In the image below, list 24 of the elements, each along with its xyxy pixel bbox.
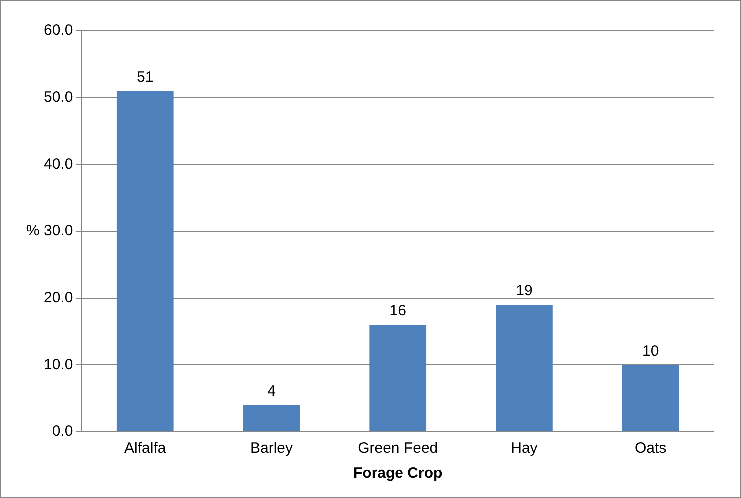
bar [370, 325, 427, 432]
x-tick-label: Oats [634, 440, 667, 458]
y-tick-label: 60.0 [44, 22, 74, 40]
bar [116, 91, 174, 432]
data-label: 19 [516, 282, 533, 300]
data-label: 4 [268, 382, 276, 400]
data-label: 51 [137, 68, 154, 86]
x-tick-label: Barley [250, 440, 294, 458]
x-axis-title: Forage Crop [354, 465, 443, 482]
y-tick-label: 20.0 [44, 289, 74, 306]
y-tick-label: 50.0 [44, 88, 74, 106]
x-tick-label: Alfalfa [124, 440, 167, 458]
y-axis-title: % [26, 222, 40, 240]
bar [622, 365, 680, 432]
x-tick-label: Hay [511, 440, 538, 458]
y-tick-label: 10.0 [44, 356, 74, 374]
x-tick-label: Green Feed [358, 440, 438, 458]
data-label: 10 [642, 342, 660, 360]
y-tick-label: 0.0 [52, 423, 74, 440]
data-label: 16 [390, 302, 406, 320]
bar [496, 305, 553, 432]
y-tick-label: 40.0 [44, 156, 74, 173]
bar [243, 405, 300, 432]
y-tick-label: 30.0 [44, 222, 74, 240]
